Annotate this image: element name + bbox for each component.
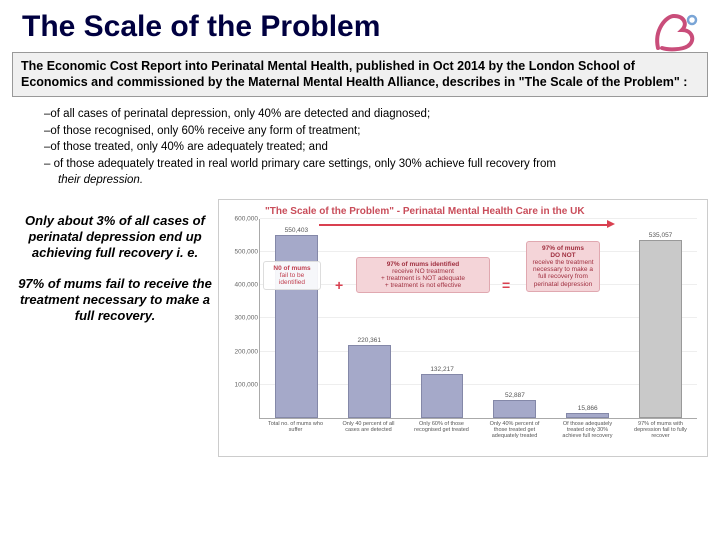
bar-column: 550,403 [266, 219, 327, 418]
chart-container: "The Scale of the Problem" - Perinatal M… [218, 199, 708, 457]
bar-column: 132,217 [411, 219, 472, 418]
bar-value-label: 220,361 [357, 337, 381, 344]
x-axis-label: Only 60% of those recognised get treated [411, 419, 472, 439]
bar-value-label: 550,403 [285, 227, 309, 234]
bar-value-label: 535,057 [649, 232, 673, 239]
chart-title: "The Scale of the Problem" - Perinatal M… [225, 206, 701, 217]
equals-icon: = [502, 277, 510, 293]
bullet-item: – of those adequately treated in real wo… [44, 157, 690, 173]
x-axis-label: Total no. of mums who suffer [265, 419, 326, 439]
bar [493, 400, 536, 418]
bullet-item: their depression. [44, 173, 690, 189]
x-axis-label: Only 40 percent of all cases are detecte… [338, 419, 399, 439]
chart-annotation-2: 97% of mums identified receive NO treatm… [356, 257, 490, 294]
callout-text-1: Only about 3% of all cases of perinatal … [18, 213, 212, 262]
bar-column: 220,361 [339, 219, 400, 418]
bar-value-label: 52,887 [505, 392, 525, 399]
bar [348, 345, 391, 418]
bullet-item: –of those recognised, only 60% receive a… [44, 124, 690, 140]
callout-block: Only about 3% of all cases of perinatal … [18, 199, 218, 457]
bar-value-label: 15,866 [578, 405, 598, 412]
plus-icon: + [335, 277, 343, 293]
bullet-item: –of those treated, only 40% are adequate… [44, 140, 690, 156]
bar [566, 413, 609, 418]
bar [639, 240, 682, 417]
x-axis-label: Of those adequately treated only 30% ach… [557, 419, 618, 439]
intro-paragraph: The Economic Cost Report into Perinatal … [12, 52, 708, 97]
chart-plot-area: 100,000 200,000 300,000 400,000 500,000 … [259, 219, 697, 419]
bar-value-label: 132,217 [430, 366, 454, 373]
callout-text-2: 97% of mums fail to receive the treatmen… [18, 276, 212, 325]
chart-annotation-1: N0 of mums fail to be identified [263, 261, 321, 290]
x-axis-label: Only 40% percent of those treated get ad… [484, 419, 545, 439]
bullet-item: –of all cases of perinatal depression, o… [44, 107, 690, 123]
x-axis-label: 97% of mums with depression fail to full… [630, 419, 691, 439]
page-title: The Scale of the Problem [0, 0, 720, 50]
bar [421, 374, 464, 418]
bullet-list: –of all cases of perinatal depression, o… [44, 107, 690, 189]
bar-column: 535,057 [630, 219, 691, 418]
chart-annotation-3: 97% of mums DO NOT receive the treatment… [526, 241, 600, 292]
logo [648, 10, 702, 59]
